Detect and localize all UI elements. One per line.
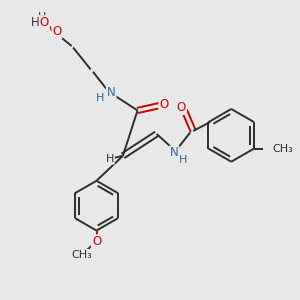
Text: H: H bbox=[38, 12, 46, 22]
Text: O: O bbox=[159, 98, 169, 111]
Text: O: O bbox=[40, 16, 49, 29]
Text: N: N bbox=[107, 86, 116, 99]
Text: H: H bbox=[96, 93, 104, 103]
Text: H: H bbox=[31, 16, 39, 29]
Text: H: H bbox=[106, 154, 114, 164]
Text: CH₃: CH₃ bbox=[272, 143, 293, 154]
Text: O: O bbox=[92, 235, 101, 248]
Text: H: H bbox=[179, 155, 187, 165]
Text: O: O bbox=[177, 101, 186, 114]
Text: N: N bbox=[170, 146, 178, 159]
Text: O: O bbox=[52, 25, 62, 38]
Text: CH₃: CH₃ bbox=[71, 250, 92, 260]
